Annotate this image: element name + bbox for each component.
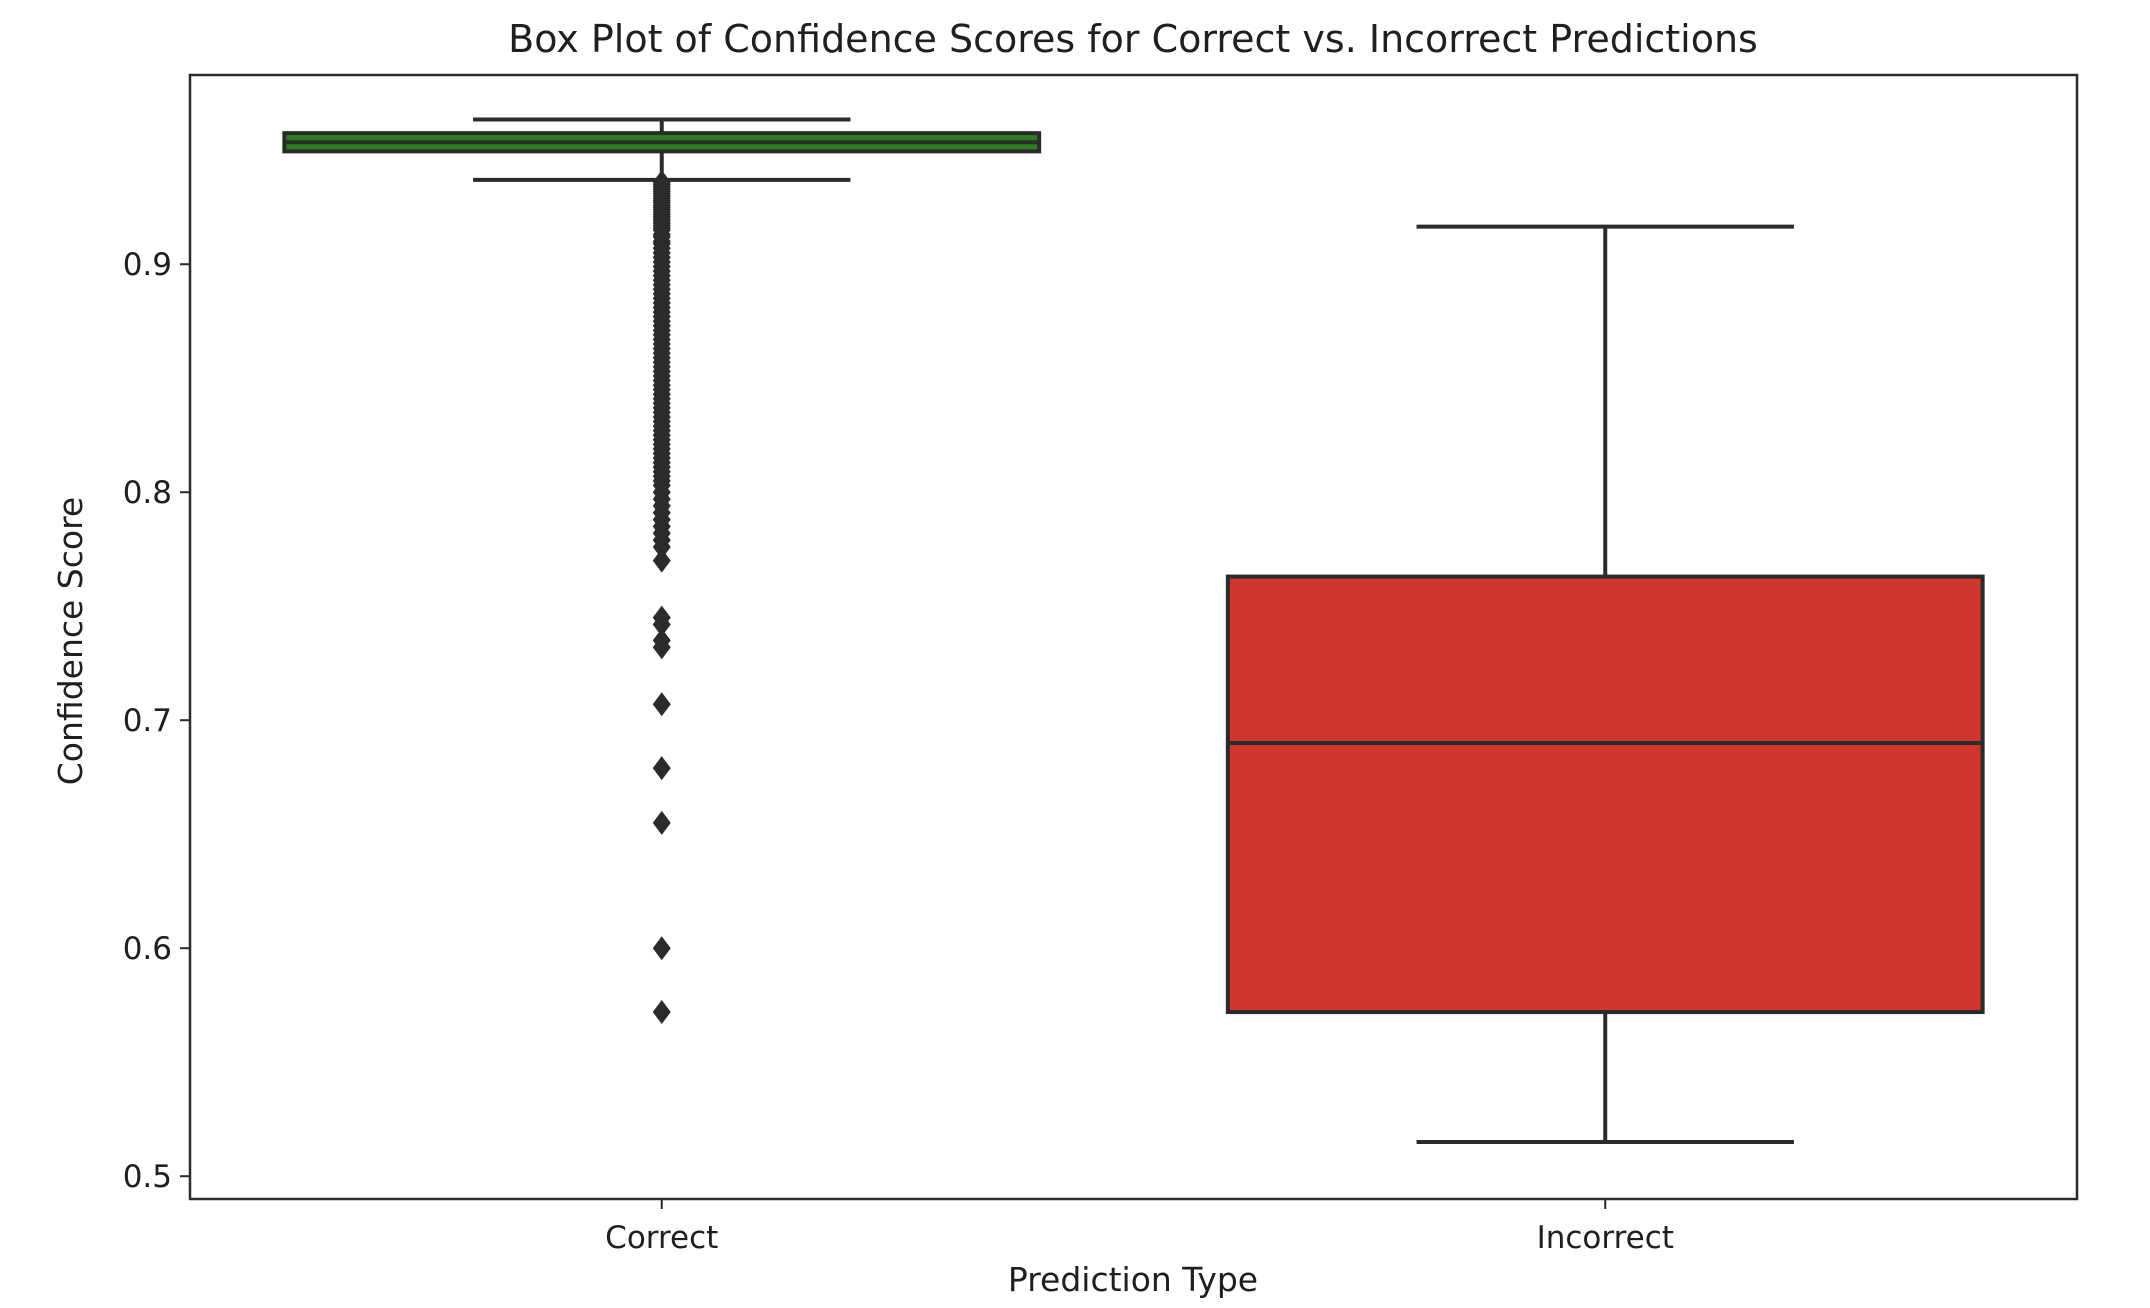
outlier-point: [652, 936, 671, 961]
plot-frame: [188, 73, 2079, 1201]
box-incorrect: [1225, 574, 1985, 1015]
outlier-point: [652, 548, 671, 573]
plot-layer: 0.5 0.6 0.7 0.8 0.9 Correct Incorrect: [123, 73, 2079, 1256]
box-group-incorrect: [1225, 224, 1985, 1145]
x-tick-label: Incorrect: [1537, 1220, 1674, 1256]
outlier-point: [652, 612, 671, 637]
outlier-point: [652, 692, 671, 717]
outlier-point: [652, 810, 671, 835]
y-tick-label: 0.9: [123, 247, 172, 283]
y-axis-label: Confidence Score: [51, 497, 90, 785]
outlier-point: [652, 635, 671, 660]
outlier-point: [652, 534, 671, 559]
y-tick-label: 0.7: [123, 703, 172, 739]
y-tick-label: 0.6: [123, 931, 172, 967]
outlier-point: [652, 756, 671, 781]
outlier-point: [652, 1000, 671, 1025]
box-group-correct: [282, 117, 1042, 1025]
x-axis-label: Prediction Type: [1008, 1260, 1258, 1299]
y-tick-label: 0.8: [123, 475, 172, 511]
y-tick-label: 0.5: [123, 1159, 172, 1195]
chart-title: Box Plot of Confidence Scores for Correc…: [508, 17, 1758, 61]
x-tick-label: Correct: [605, 1220, 718, 1256]
